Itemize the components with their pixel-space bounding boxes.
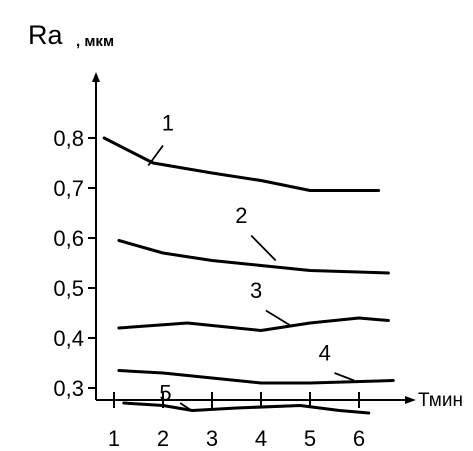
y-tick-label-0,3: 0,3 [53, 376, 84, 401]
x-tick-label-6: 6 [353, 426, 365, 451]
x-tick-label-3: 3 [206, 426, 218, 451]
ticks: 1 2 3 4 5 6 0,3 0,4 0,5 0,6 0,7 0,8 [53, 126, 365, 451]
y-tick-label-0,8: 0,8 [53, 126, 84, 151]
y-axis-arrow [92, 72, 100, 82]
series-line-2 [117, 239, 390, 275]
y-axis-unit: , мкм [76, 33, 114, 50]
series-label-1: 1 [162, 111, 174, 136]
series-line-5 [122, 401, 371, 415]
leader-line-3 [265, 309, 291, 327]
x-tick-label-4: 4 [255, 426, 267, 451]
series-label-5: 5 [159, 381, 171, 406]
y-tick-label-0,5: 0,5 [53, 276, 84, 301]
x-tick-label-1: 1 [108, 426, 120, 451]
leader-line-2 [250, 234, 277, 262]
y-tick-label-0,6: 0,6 [53, 226, 84, 251]
leader-line-4 [334, 372, 355, 382]
series-labels: 1 2 3 4 5 [147, 111, 355, 411]
x-axis-label: Тмин [418, 390, 463, 411]
leader-line-1 [147, 144, 164, 167]
x-tick-label-2: 2 [157, 426, 169, 451]
series-label-4: 4 [319, 341, 331, 366]
series-label-2: 2 [235, 203, 247, 228]
series-label-3: 3 [250, 278, 262, 303]
y-tick-label-0,4: 0,4 [53, 326, 84, 351]
series-line-1 [102, 136, 381, 192]
series-lines [102, 136, 395, 415]
y-axis-label: Ra [28, 20, 63, 50]
y-tick-label-0,7: 0,7 [53, 176, 84, 201]
x-axis-arrow [405, 396, 416, 404]
series-line-3 [117, 316, 390, 332]
series-line-4 [117, 369, 395, 385]
x-tick-label-5: 5 [304, 426, 316, 451]
leader-line-5 [179, 402, 191, 411]
